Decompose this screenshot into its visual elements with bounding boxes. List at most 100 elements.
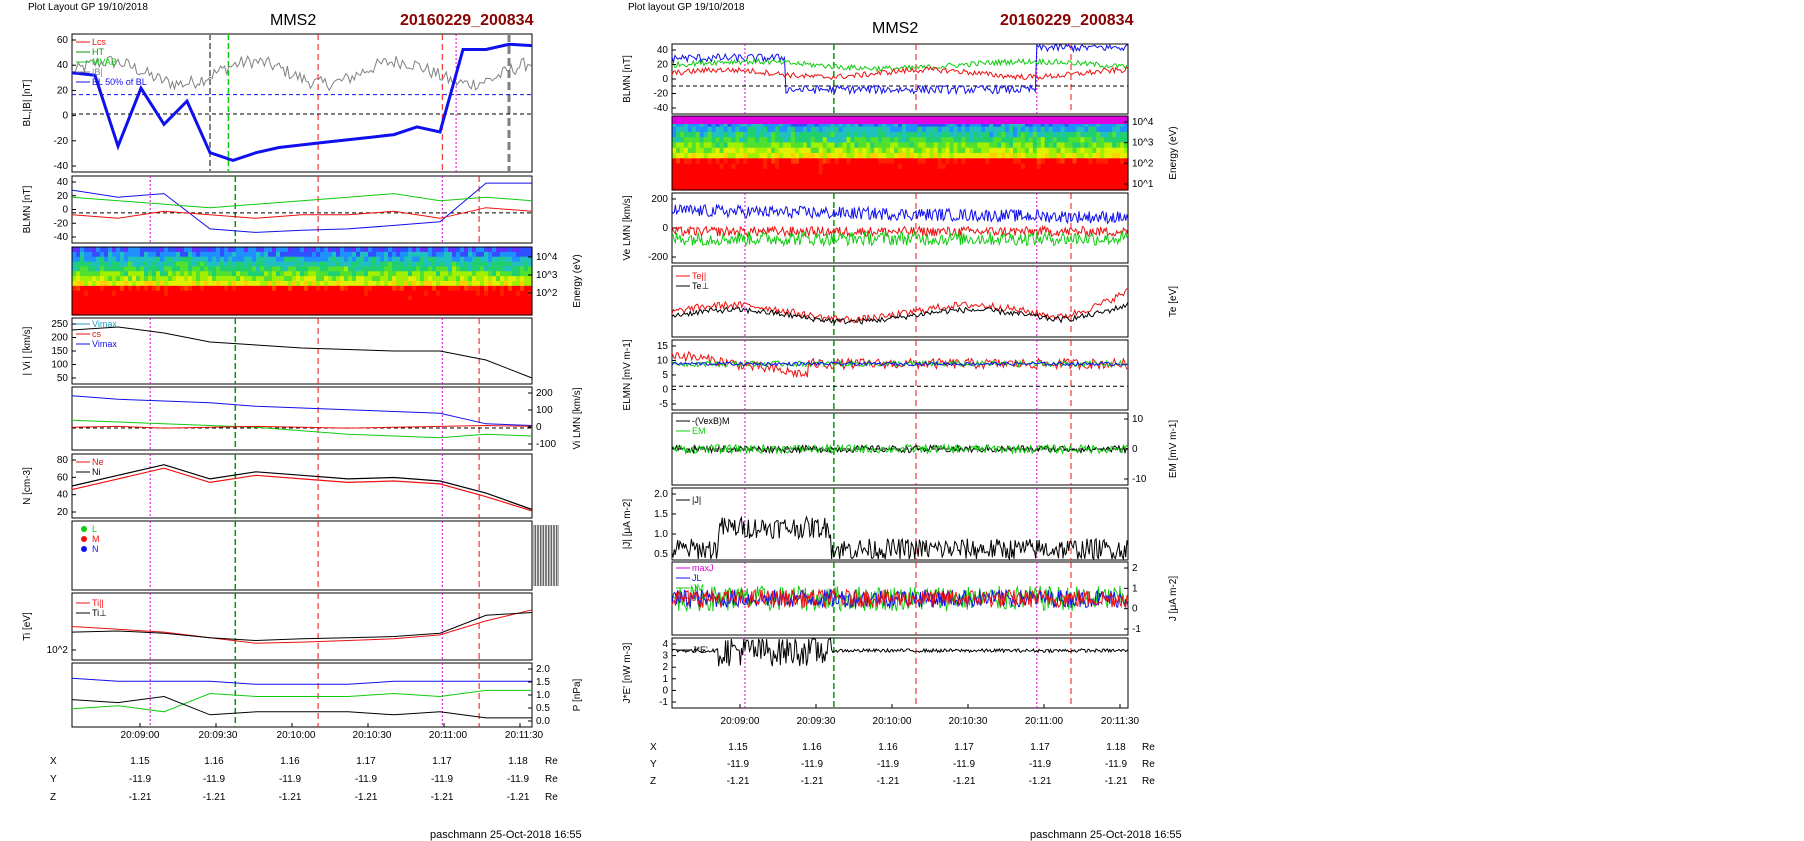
spectrogram-cell — [1044, 168, 1050, 175]
spectrogram-cell — [328, 310, 333, 316]
spectrogram-cell — [961, 174, 967, 181]
series-line-VeN — [671, 224, 1129, 238]
spectrogram-cell — [679, 174, 685, 181]
spectrogram-cell — [172, 247, 177, 253]
spectrogram-cell — [400, 271, 405, 277]
spectrogram-cell — [1020, 179, 1026, 186]
y-tick-label: 3 — [662, 651, 668, 662]
spectrogram-cell — [116, 285, 121, 292]
spectrogram-cell — [854, 126, 859, 133]
spectrogram-cell — [392, 271, 397, 277]
spectrogram-cell — [945, 121, 951, 128]
spectrogram-cell — [396, 310, 401, 316]
spectrogram-cell — [707, 126, 713, 133]
spectrogram-cell — [300, 281, 305, 287]
spectrogram-cell — [340, 295, 345, 302]
spectrogram-cell — [878, 184, 883, 191]
spectrogram-cell — [687, 147, 693, 154]
y-axis-label: Energy (eV) — [572, 254, 583, 307]
spectrogram-cell — [140, 276, 145, 282]
spectrogram-cell — [124, 281, 129, 287]
spectrogram-cell — [264, 256, 269, 263]
spectrogram-cell — [981, 168, 986, 175]
spectrogram-cell — [675, 137, 681, 144]
spectrogram-cell — [953, 147, 959, 154]
spectrogram-cell — [296, 281, 301, 287]
spectrogram-cell — [348, 276, 353, 282]
spectrogram-cell — [1048, 174, 1054, 181]
spectrogram-cell — [80, 295, 85, 302]
spectrogram-cell — [1108, 163, 1113, 170]
spectrogram-cell — [492, 256, 497, 263]
spectrogram-cell — [128, 256, 133, 263]
spectrogram-cell — [909, 121, 915, 128]
spectrogram-cell — [822, 168, 828, 175]
spectrogram-cell — [512, 290, 517, 297]
spectrogram-cell — [524, 305, 529, 311]
spectrogram-cell — [392, 247, 397, 253]
spectrogram-cell — [1028, 131, 1034, 138]
spectrogram-cell — [790, 126, 796, 133]
spectrogram-cell — [866, 126, 871, 133]
spectrogram-cell — [779, 126, 784, 133]
spectrogram-cell — [496, 261, 501, 268]
spectrogram-cell — [100, 295, 105, 302]
spectrogram-cell — [763, 168, 768, 175]
spectrogram-cell — [208, 300, 213, 306]
spectrogram-cell — [476, 276, 481, 282]
spectrogram-cell — [436, 266, 441, 272]
pos-value: 1.15 — [130, 756, 150, 767]
spectrogram-cell — [312, 251, 317, 258]
spectrogram-cell — [727, 163, 733, 170]
spectrogram-cell — [1100, 158, 1105, 165]
spectrogram-cell — [755, 126, 760, 133]
spectrogram-cell — [348, 290, 353, 297]
spectrogram-cell — [854, 179, 859, 186]
spectrogram-cell — [1016, 137, 1022, 144]
spectrogram-cell — [304, 295, 309, 302]
spectrogram-cell — [723, 153, 729, 159]
spectrogram-cell — [675, 126, 681, 133]
spectrogram-cell — [763, 131, 768, 138]
pos-value: 1.17 — [432, 756, 452, 767]
spectrogram-cell — [731, 126, 737, 133]
spectrogram-cell — [731, 184, 737, 191]
spectrogram-cell — [1060, 168, 1066, 175]
spectrogram-cell — [444, 295, 449, 302]
spectrogram-cell — [783, 163, 788, 170]
spectrogram-cell — [124, 285, 129, 292]
spectrogram-cell — [1005, 163, 1010, 170]
spectrogram-cell — [1032, 147, 1038, 154]
spectrogram-cell — [76, 271, 81, 277]
spectrogram-cell — [432, 281, 437, 287]
spectrogram-cell — [794, 131, 800, 138]
spectrogram-cell — [372, 281, 377, 287]
spectrogram-cell — [212, 247, 217, 253]
spectrogram-cell — [280, 300, 285, 306]
spectrogram-cell — [743, 153, 748, 159]
spectrogram-cell — [80, 251, 85, 258]
spectrogram-cell — [108, 251, 113, 258]
spectrogram-cell — [1044, 126, 1050, 133]
spectrogram-cell — [858, 158, 863, 165]
spectrogram-cell — [997, 126, 1002, 133]
spectrogram-cell — [344, 271, 349, 277]
spectrogram-cell — [937, 163, 943, 170]
pos-value: -11.9 — [877, 759, 899, 770]
spectrogram-cell — [120, 295, 125, 302]
spectrogram-cell — [232, 271, 237, 277]
spectrogram-cell — [504, 256, 509, 263]
spectrogram-cell — [432, 271, 437, 277]
spectrogram-cell — [687, 179, 693, 186]
spectrogram-cell — [228, 251, 233, 258]
spectrogram-cell — [264, 295, 269, 302]
spectrogram-cell — [300, 261, 305, 268]
spectrogram-cell — [348, 310, 353, 316]
spectrogram-cell — [1028, 121, 1034, 128]
spectrogram-cell — [156, 261, 161, 268]
spectrogram-cell — [220, 256, 225, 263]
y-tick-label: 1 — [662, 674, 668, 685]
spectrogram-cell — [316, 295, 321, 302]
spectrogram-cell — [232, 300, 237, 306]
spectrogram-cell — [520, 300, 525, 306]
